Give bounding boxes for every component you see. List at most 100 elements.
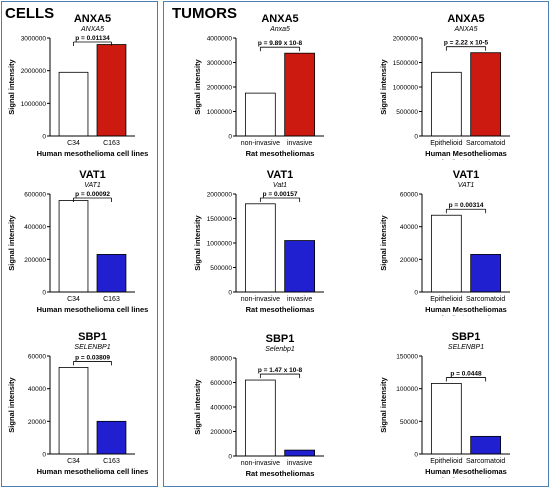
y-tick-label: 1000000 — [207, 241, 233, 248]
chart-title: ANXA5 — [447, 13, 484, 25]
chart-subtitle: VAT1 — [458, 182, 475, 189]
y-tick-label: 500000 — [210, 265, 232, 272]
y-tick-label: 60000 — [28, 354, 46, 361]
x-tick-label: invasive — [287, 460, 312, 467]
x-tick-label: invasive — [287, 140, 312, 147]
y-tick-label: 400000 — [210, 405, 232, 412]
y-tick-label: 600000 — [24, 192, 46, 199]
chart-title: SBP1 — [452, 331, 481, 343]
chart-subtitle: SELENBP1 — [448, 344, 484, 351]
y-axis-label: Signal intensity — [193, 214, 202, 270]
y-tick-label: 0 — [414, 452, 418, 459]
y-axis-label: Signal intensity — [193, 378, 202, 434]
bar-sarcomatoid — [470, 435, 502, 455]
chart-subtitle: ANXA5 — [454, 26, 478, 33]
x-axis-sublabel: (patient tumors) — [441, 315, 490, 316]
bar-epithelioid — [430, 71, 462, 137]
chart-title: SBP1 — [266, 333, 295, 345]
bar-c163 — [96, 420, 127, 455]
x-axis-label: Human mesothelioma cell lines — [37, 149, 149, 158]
x-axis-sublabel: (patient tumors) — [441, 159, 490, 160]
chart-subtitle: VAT1 — [84, 182, 101, 189]
y-tick-label: 400000 — [24, 224, 46, 231]
y-tick-label: 0 — [414, 134, 418, 141]
y-tick-label: 40000 — [28, 386, 46, 393]
bar-invasive — [284, 240, 316, 293]
x-tick-label: non-invasive — [241, 296, 280, 303]
y-tick-label: 800000 — [210, 356, 232, 363]
y-axis-label: Signal intensity — [7, 214, 16, 270]
y-axis-label: Signal intensity — [379, 214, 388, 270]
y-axis-label: Signal intensity — [7, 376, 16, 432]
y-tick-label: 1500000 — [393, 60, 419, 67]
y-axis-label: Signal intensity — [193, 58, 202, 114]
y-tick-label: 0 — [414, 290, 418, 297]
bar-invasive — [284, 449, 316, 457]
bar-c163 — [96, 254, 127, 293]
chart-subtitle: Selenbp1 — [265, 346, 295, 353]
cells-title: CELLS — [5, 5, 55, 22]
x-axis-label: Rat mesotheliomas — [246, 149, 315, 158]
x-tick-label: C163 — [103, 140, 120, 147]
bar-epithelioid — [430, 214, 462, 293]
chart-title: VAT1 — [79, 169, 106, 181]
bar-non-invasive — [244, 379, 276, 457]
y-tick-label: 60000 — [400, 192, 418, 199]
y-tick-label: 50000 — [400, 419, 418, 426]
y-tick-label: 1000000 — [393, 85, 419, 92]
chart-subtitle: Anxa5 — [269, 26, 290, 33]
x-tick-label: invasive — [287, 296, 312, 303]
y-tick-label: 0 — [228, 134, 232, 141]
bar-invasive — [284, 52, 316, 137]
p-value-label: p = 1.47 x 10-8 — [258, 367, 303, 374]
y-axis-label: Signal intensity — [379, 376, 388, 432]
y-tick-label: 40000 — [400, 224, 418, 231]
x-tick-label: Sarcomatoid — [466, 458, 505, 465]
y-axis-label: Signal intensity — [7, 58, 16, 114]
chart-subtitle: Vat1 — [273, 182, 287, 189]
y-tick-label: 2000000 — [207, 85, 233, 92]
p-value-label: p = 2.22 x 10-5 — [444, 40, 489, 47]
cells-panel — [1, 1, 158, 487]
bar-c163 — [96, 44, 127, 137]
y-tick-label: 2000000 — [393, 36, 419, 43]
x-axis-label: Human Mesotheliomas — [425, 467, 507, 476]
bar-epithelioid — [430, 383, 462, 455]
y-tick-label: 1500000 — [207, 216, 233, 223]
y-tick-label: 20000 — [28, 419, 46, 426]
tumors-panel — [163, 1, 549, 487]
y-tick-label: 2000000 — [21, 68, 47, 75]
p-value-label: p = 9.89 x 10-8 — [258, 40, 303, 47]
y-tick-label: 0 — [228, 290, 232, 297]
chart-title: SBP1 — [78, 331, 107, 343]
y-tick-label: 0 — [228, 454, 232, 461]
y-tick-label: 200000 — [210, 429, 232, 436]
y-tick-label: 3000000 — [207, 60, 233, 67]
x-tick-label: C34 — [67, 458, 80, 465]
bar-sarcomatoid — [470, 52, 502, 137]
x-axis-label: Human mesothelioma cell lines — [37, 305, 149, 314]
x-tick-label: Sarcomatoid — [466, 296, 505, 303]
y-tick-label: 100000 — [396, 386, 418, 393]
chart-title: VAT1 — [453, 169, 480, 181]
y-tick-label: 600000 — [210, 380, 232, 387]
x-tick-label: Epithelioid — [430, 458, 462, 465]
chart-subtitle: ANXA5 — [80, 26, 104, 33]
x-axis-label: Human Mesotheliomas — [425, 305, 507, 314]
bar-non-invasive — [244, 92, 276, 137]
bar-sarcomatoid — [470, 254, 502, 293]
x-tick-label: Epithelioid — [430, 140, 462, 147]
y-tick-label: 1000000 — [21, 101, 47, 108]
y-tick-label: 4000000 — [207, 36, 233, 43]
bar-c34 — [58, 71, 89, 137]
y-tick-label: 20000 — [400, 257, 418, 264]
bar-non-invasive — [244, 203, 276, 293]
chart-title: VAT1 — [267, 169, 294, 181]
y-tick-label: 150000 — [396, 354, 418, 361]
